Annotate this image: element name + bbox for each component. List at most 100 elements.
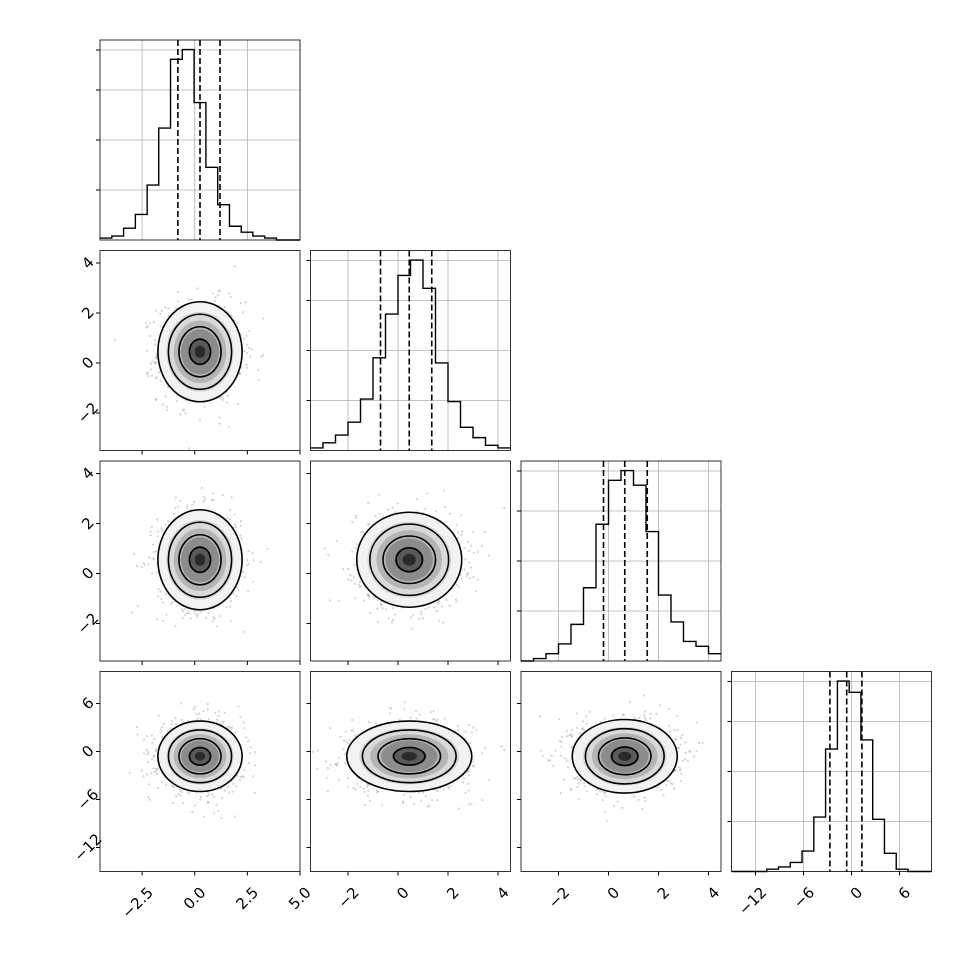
sample-point — [394, 510, 397, 514]
sample-point — [159, 312, 162, 316]
sample-point — [655, 712, 658, 715]
sample-point — [174, 624, 177, 628]
sample-point — [435, 609, 438, 613]
contour-line — [584, 727, 665, 785]
sample-point — [171, 801, 175, 805]
sample-point — [181, 616, 185, 619]
sample-point — [668, 707, 671, 710]
sample-point — [671, 782, 674, 786]
sample-point — [539, 749, 542, 752]
sample-point — [166, 385, 169, 389]
sample-point — [159, 380, 162, 383]
sample-point — [151, 543, 155, 546]
sample-point — [239, 524, 242, 528]
sample-point — [367, 594, 370, 598]
sample-point — [222, 720, 225, 723]
y-tick-label: −2 — [74, 399, 102, 427]
sample-point — [355, 543, 359, 546]
sample-point — [152, 755, 156, 758]
sample-point — [402, 800, 405, 803]
sample-point — [559, 792, 562, 795]
sample-point — [677, 746, 681, 750]
sample-point — [675, 769, 678, 772]
sample-point — [247, 346, 250, 349]
contour-line — [157, 508, 243, 611]
sample-point — [242, 337, 246, 340]
sample-point — [433, 606, 436, 609]
sample-point — [146, 752, 149, 756]
sample-point — [469, 576, 472, 579]
sample-point — [565, 759, 568, 762]
sample-point — [412, 803, 415, 806]
sample-point — [442, 788, 446, 791]
sample-point — [621, 806, 624, 809]
sample-point — [149, 334, 152, 338]
x-tick-label: 2 — [443, 884, 462, 903]
sample-point — [227, 311, 230, 314]
sample-point — [448, 604, 451, 608]
sample-point — [164, 523, 167, 527]
sample-point — [150, 525, 153, 528]
sample-point — [154, 749, 157, 753]
sample-point — [337, 599, 340, 603]
histogram-panel — [306, 250, 511, 451]
density-level — [402, 553, 416, 566]
sample-point — [350, 729, 353, 732]
sample-point — [316, 749, 319, 752]
sample-point — [466, 573, 469, 576]
sample-point — [643, 714, 646, 717]
sample-point — [672, 787, 676, 790]
sample-point — [227, 425, 230, 428]
sample-point — [149, 362, 153, 365]
sample-point — [604, 811, 607, 814]
sample-point — [424, 607, 427, 610]
pair-panel — [306, 460, 511, 665]
sample-point — [242, 570, 245, 574]
sample-point — [336, 761, 339, 764]
sample-point — [202, 710, 205, 713]
sample-point — [455, 583, 458, 586]
sample-point — [206, 801, 209, 804]
sample-point — [238, 778, 242, 781]
sample-point — [420, 613, 423, 616]
contour-line — [355, 511, 463, 609]
sample-point — [566, 766, 570, 769]
sample-point — [347, 578, 350, 581]
histogram-step — [100, 48, 300, 241]
sample-point — [133, 552, 136, 555]
histogram-step — [731, 680, 932, 873]
sample-point — [179, 499, 182, 502]
sample-point — [194, 612, 197, 615]
sample-point — [326, 767, 330, 770]
sample-point — [570, 728, 574, 731]
sample-point — [240, 537, 243, 540]
sample-point — [421, 616, 425, 620]
sample-point — [433, 718, 436, 721]
x-tick-label: 6 — [895, 884, 914, 903]
sample-point — [349, 573, 352, 577]
sample-point — [157, 595, 160, 598]
sample-point — [212, 616, 215, 619]
sample-point — [595, 792, 598, 796]
sample-point — [351, 718, 354, 722]
pair-content — [323, 489, 506, 630]
sample-point — [136, 733, 139, 736]
sample-point — [474, 590, 478, 593]
sample-point — [242, 349, 246, 353]
x-tick-label: −2.5 — [118, 884, 156, 922]
sample-point — [338, 779, 341, 782]
sample-point — [150, 772, 153, 775]
sample-point — [213, 795, 216, 798]
sample-point — [236, 774, 239, 777]
sample-point — [151, 557, 154, 560]
sample-point — [199, 798, 202, 801]
sample-point — [344, 730, 347, 733]
sample-point — [266, 547, 269, 551]
sample-point — [695, 721, 698, 724]
sample-point — [247, 562, 250, 566]
sample-point — [604, 795, 607, 798]
sample-point — [467, 549, 471, 553]
sample-point — [200, 486, 203, 489]
sample-point — [697, 741, 701, 745]
sample-point — [213, 299, 217, 303]
